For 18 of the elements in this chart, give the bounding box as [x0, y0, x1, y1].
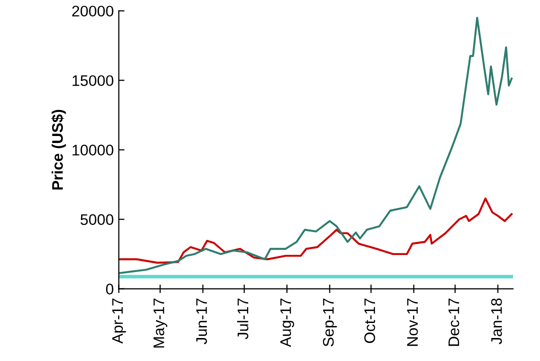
- y-tick-label: 10000: [72, 144, 114, 156]
- y-tick-label: 20000: [72, 6, 114, 17]
- x-tick-label: Oct-17: [364, 298, 376, 343]
- x-tick-label: Jan-18: [491, 298, 502, 344]
- line-series: [118, 197, 513, 264]
- y-axis-title: Price (US$): [51, 110, 66, 190]
- x-tick-label: Nov-17: [407, 298, 418, 346]
- x-tick-label: Aug-17: [280, 298, 294, 348]
- x-tick-label: Jul-17: [237, 298, 248, 340]
- x-tick-label: Jun-17: [196, 298, 207, 344]
- x-tick-label: Dec-17: [448, 298, 460, 346]
- x-tick-label: Sep-17: [322, 298, 337, 346]
- x-tick-label: Apr-17: [112, 298, 126, 344]
- y-tick-label: 15000: [72, 75, 114, 86]
- x-tick-label: May-17: [154, 298, 168, 348]
- line-series: [118, 16, 513, 274]
- y-tick-label: 0: [106, 284, 114, 294]
- y-tick-label: 5000: [80, 214, 114, 225]
